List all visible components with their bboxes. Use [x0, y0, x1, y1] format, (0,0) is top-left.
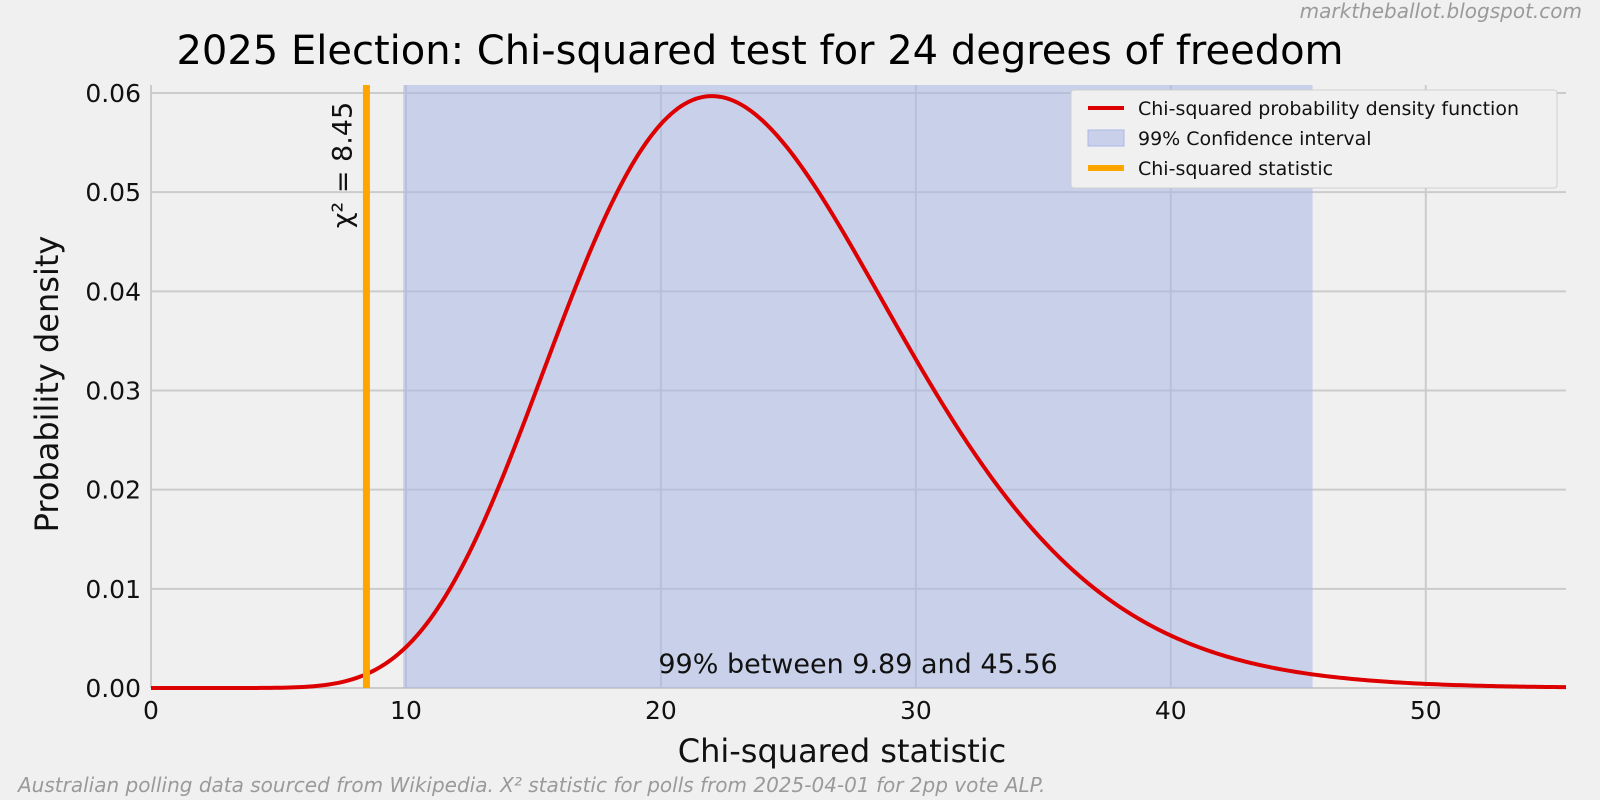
x-tick-label: 40: [1155, 696, 1187, 725]
footnote: Australian polling data sourced from Wik…: [16, 773, 1045, 797]
y-tick-label: 0.00: [85, 674, 141, 703]
x-tick-label: 0: [143, 696, 159, 725]
y-axis-label: Probability density: [28, 236, 66, 533]
chart-title: 2025 Election: Chi-squared test for 24 d…: [176, 28, 1343, 74]
series-layer: [151, 94, 1567, 690]
x-tick-label: 50: [1410, 696, 1442, 725]
tick-labels: 0.00 0.01 0.02 0.03 0.04 0.05 0.06 0 10 20 30 40 50: [85, 79, 1441, 725]
legend-label-statistic: Chi-squared statistic: [1138, 158, 1333, 180]
pdf-curve: [151, 94, 1567, 690]
x-tick-label: 30: [900, 696, 932, 725]
legend-swatch-ci: [1087, 129, 1125, 147]
legend-box: [1070, 89, 1558, 189]
x-tick-label: 20: [645, 696, 677, 725]
interval-annotation: 99% between 9.89 and 45.56: [658, 649, 1057, 680]
x-tick-label: 10: [390, 696, 422, 725]
legend: Chi-squared probability density function…: [1070, 89, 1558, 189]
y-tick-label: 0.05: [85, 178, 141, 207]
y-tick-label: 0.04: [85, 277, 141, 306]
legend-label-ci: 99% Confidence interval: [1138, 128, 1372, 150]
x-axis-label: Chi-squared statistic: [678, 732, 1007, 770]
legend-label-pdf: Chi-squared probability density function: [1138, 98, 1519, 120]
y-tick-label: 0.06: [85, 79, 141, 108]
y-tick-label: 0.02: [85, 476, 141, 505]
statistic-annotation: χ² = 8.45: [327, 102, 358, 228]
y-tick-label: 0.03: [85, 377, 141, 406]
watermark: marktheballot.blogspot.com: [1300, 0, 1582, 23]
y-tick-label: 0.01: [85, 575, 141, 604]
